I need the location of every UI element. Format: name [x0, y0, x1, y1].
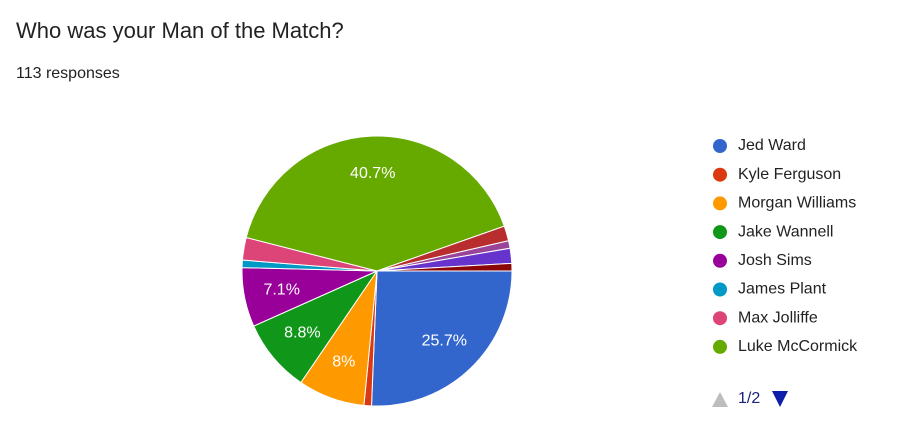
legend-label: Jake Wannell: [738, 223, 833, 240]
legend-label: Max Jolliffe: [738, 309, 818, 326]
legend-swatch: [713, 167, 727, 182]
legend-label: Luke McCormick: [738, 338, 858, 355]
response-count: 113 responses: [16, 65, 120, 82]
chart-title: Who was your Man of the Match?: [16, 18, 344, 43]
legend-label: James Plant: [738, 281, 827, 298]
legend-swatch: [713, 253, 727, 268]
slice-label: 25.7%: [422, 332, 467, 349]
legend-swatch: [713, 339, 727, 354]
legend-swatch: [713, 196, 727, 211]
slice-label: 8%: [332, 354, 355, 371]
legend-label: Josh Sims: [738, 252, 812, 269]
slice-label: 7.1%: [263, 281, 299, 298]
pie-slice: [245, 135, 505, 272]
legend-swatch: [713, 311, 727, 326]
pie-slice: [376, 262, 513, 272]
legend-label: Kyle Ferguson: [738, 166, 841, 183]
pie-slice: [370, 270, 513, 407]
slice-label: 8.8%: [284, 325, 320, 342]
legend-label: Jed Ward: [738, 137, 806, 154]
legend-swatch: [713, 225, 727, 240]
legend-page: 1/2: [738, 390, 760, 407]
legend-label: Morgan Williams: [738, 195, 856, 212]
legend-swatch: [713, 282, 727, 297]
legend-prev[interactable]: [712, 392, 728, 407]
slice-label: 40.7%: [350, 165, 395, 182]
legend-next[interactable]: [772, 391, 788, 407]
legend-swatch: [713, 139, 727, 153]
